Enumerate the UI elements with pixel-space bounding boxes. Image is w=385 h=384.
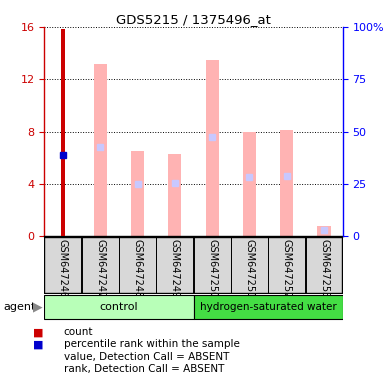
Bar: [306, 237, 343, 293]
Bar: [194, 237, 231, 293]
Text: rank, Detection Call = ABSENT: rank, Detection Call = ABSENT: [64, 364, 224, 374]
Bar: [156, 237, 193, 293]
Text: GSM647246: GSM647246: [58, 239, 68, 298]
Text: GSM647248: GSM647248: [132, 239, 142, 298]
Bar: [268, 237, 305, 293]
Bar: [131, 151, 144, 236]
Bar: [231, 237, 268, 293]
Text: GSM647251: GSM647251: [244, 239, 254, 298]
Text: GSM647253: GSM647253: [319, 239, 329, 298]
Bar: [119, 237, 156, 293]
Bar: [44, 295, 194, 319]
Text: agent: agent: [4, 302, 36, 312]
Text: ■: ■: [33, 327, 44, 337]
Bar: [61, 30, 65, 236]
Text: hydrogen-saturated water: hydrogen-saturated water: [200, 302, 336, 312]
Bar: [194, 295, 343, 319]
Bar: [82, 237, 119, 293]
Text: percentile rank within the sample: percentile rank within the sample: [64, 339, 239, 349]
Text: GSM647247: GSM647247: [95, 239, 105, 298]
Bar: [94, 63, 107, 236]
Bar: [206, 60, 219, 236]
Text: ■: ■: [33, 339, 44, 349]
Text: GSM647250: GSM647250: [207, 239, 217, 298]
Text: GSM647249: GSM647249: [170, 239, 180, 298]
Text: value, Detection Call = ABSENT: value, Detection Call = ABSENT: [64, 352, 229, 362]
Text: count: count: [64, 327, 93, 337]
Bar: [243, 131, 256, 236]
Text: GSM647252: GSM647252: [282, 239, 292, 298]
Bar: [44, 237, 81, 293]
Text: ▶: ▶: [33, 301, 42, 314]
Bar: [168, 154, 181, 236]
Bar: [318, 226, 331, 236]
Title: GDS5215 / 1375496_at: GDS5215 / 1375496_at: [116, 13, 271, 26]
Bar: [280, 130, 293, 236]
Text: control: control: [100, 302, 138, 312]
